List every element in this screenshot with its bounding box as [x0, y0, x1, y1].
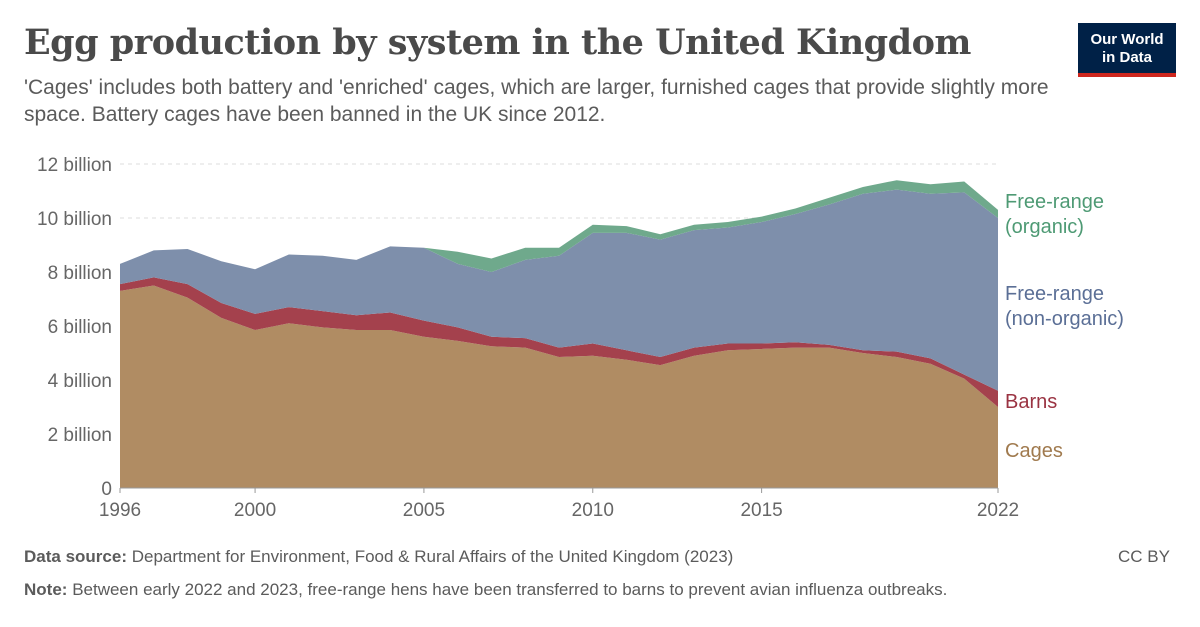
logo-line-1: Our World: [1090, 31, 1164, 48]
y-tick-label: 2 billion: [48, 425, 112, 446]
y-tick-label: 4 billion: [48, 371, 112, 392]
chart-subtitle: 'Cages' includes both battery and 'enric…: [24, 76, 1049, 126]
y-tick-label: 0: [101, 479, 112, 500]
x-tick-label: 2000: [234, 500, 276, 521]
y-tick-label: 10 billion: [37, 209, 112, 230]
logo-line-2: in Data: [1101, 49, 1152, 66]
x-tick-label: 1996: [99, 500, 141, 521]
series-areas: [120, 180, 998, 488]
series-label: Barns: [1005, 391, 1057, 413]
data-source-label: Data source:: [24, 547, 127, 566]
area-free-range-organic: [120, 180, 998, 272]
chart-note: Note: Between early 2022 and 2023, free-…: [24, 580, 947, 600]
y-tick-label: 12 billion: [37, 155, 112, 176]
area-cages: [120, 285, 998, 488]
x-tick-label: 2005: [403, 500, 445, 521]
y-tick-label: 8 billion: [48, 263, 112, 284]
data-source: Data source: Department for Environment,…: [24, 547, 733, 567]
axes: 0 2 billion 4 billion 6 billion 8 billion 10 …: [37, 155, 1019, 521]
area-free-range-non-organic: [120, 189, 998, 391]
note-label: Note:: [24, 580, 68, 599]
x-tick-label: 2010: [572, 500, 614, 521]
series-labels: Cages Barns Free-range (non-organic) Free-ra…: [1005, 191, 1124, 462]
note-text: Between early 2022 and 2023, free-range …: [72, 580, 948, 599]
logo-accent-bar: [1078, 73, 1176, 77]
series-label: Free-range (organic): [1005, 191, 1104, 238]
x-tick-label: 2015: [740, 500, 782, 521]
series-label: Cages: [1005, 440, 1063, 462]
owid-logo[interactable]: Our World in Data: [1078, 23, 1176, 77]
license-link[interactable]: CC BY: [1118, 547, 1170, 566]
chart-title: Egg production by system in the United K…: [24, 22, 971, 63]
y-tick-label: 6 billion: [48, 317, 112, 338]
series-label: Free-range (non-organic): [1005, 283, 1124, 330]
x-tick-label: 2022: [977, 500, 1019, 521]
data-source-text[interactable]: Department for Environment, Food & Rural…: [131, 547, 734, 566]
